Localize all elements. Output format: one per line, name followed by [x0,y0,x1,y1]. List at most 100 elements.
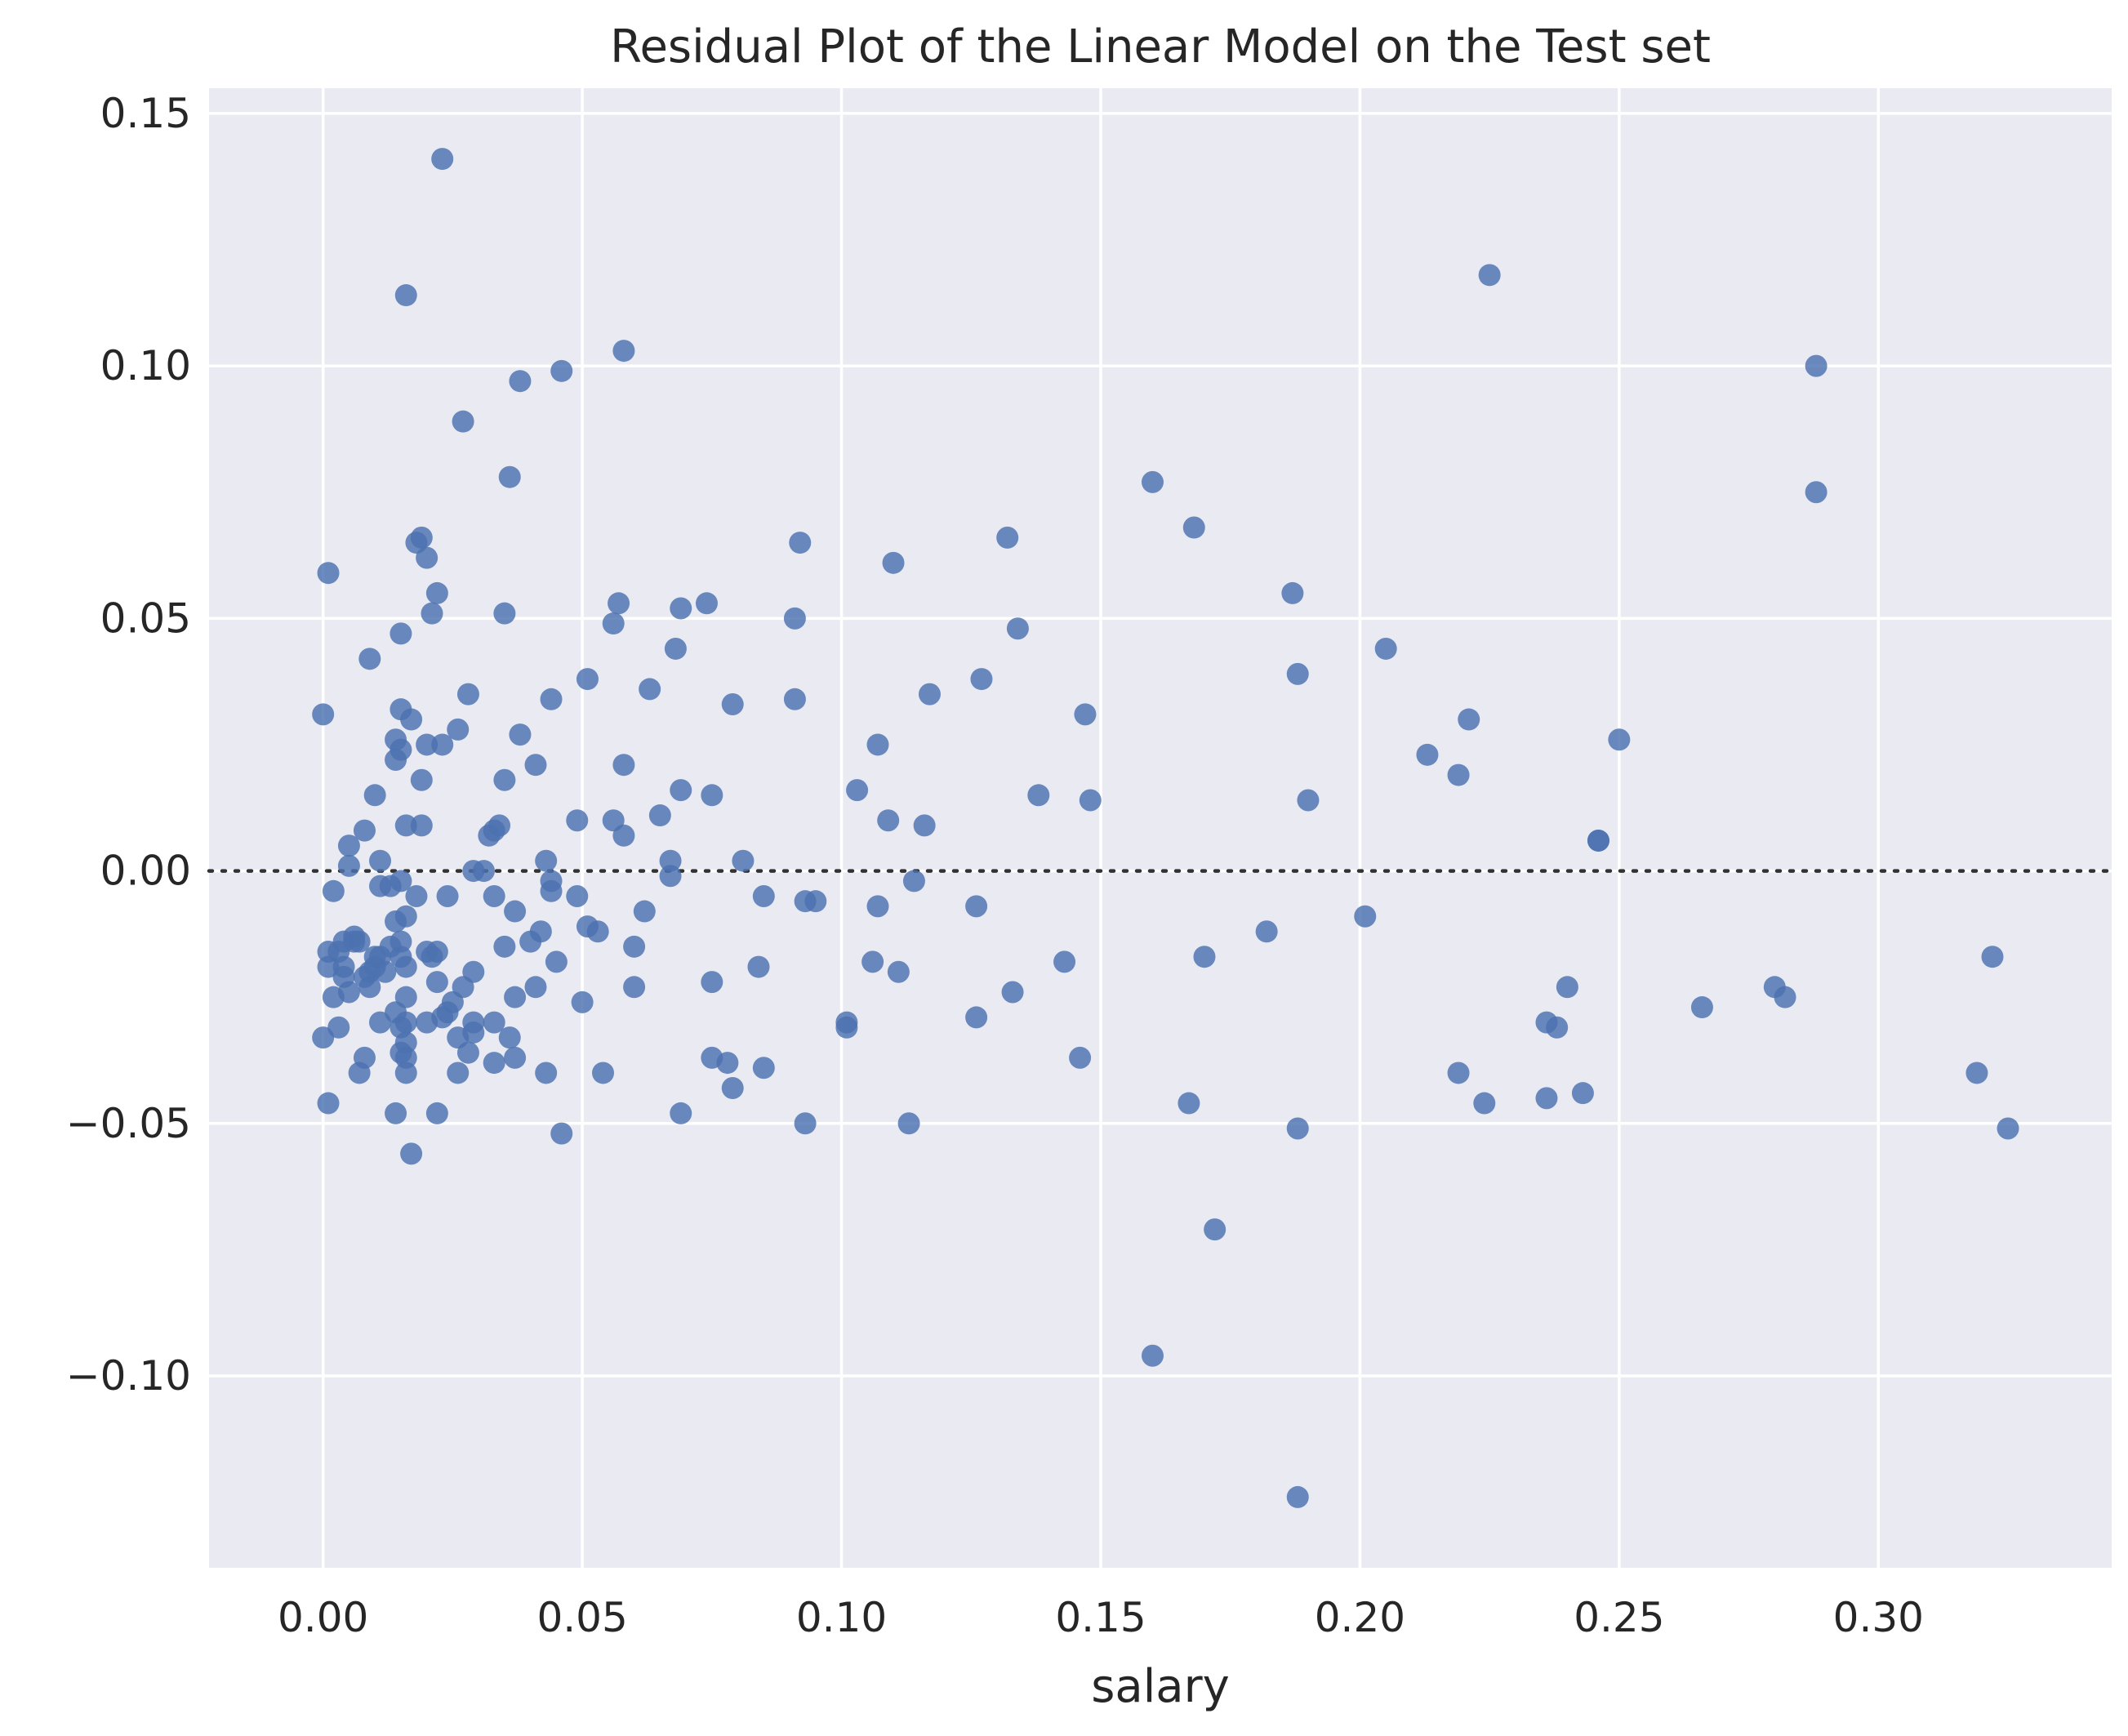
data-point [1571,1082,1594,1105]
data-point [394,284,417,307]
data-point [1204,1218,1226,1241]
data-point [612,824,635,847]
data-point [447,718,470,741]
data-point [1447,1062,1470,1084]
y-tick-label: −0.10 [66,1352,191,1400]
data-point [1805,354,1827,377]
data-point [472,860,495,883]
data-point [394,905,417,928]
x-tick-label: 0.10 [796,1594,887,1641]
data-point [1281,581,1304,604]
y-tick-label: 0.10 [100,342,191,389]
data-point [612,754,635,777]
data-point [504,986,527,1008]
data-point [804,890,827,913]
x-tick-label: 0.20 [1315,1594,1405,1641]
data-point [504,1046,527,1069]
data-point [390,870,412,892]
data-point [337,835,360,857]
data-point [1182,516,1205,539]
data-point [394,1031,417,1054]
data-point [1354,905,1377,928]
data-point [524,754,547,777]
data-point [1587,829,1609,852]
data-point [363,784,386,807]
data-point [317,1092,340,1115]
data-point [462,1011,485,1034]
data-point [1027,784,1050,807]
data-point [353,1046,376,1069]
data-point [425,581,448,604]
y-tick-label: 0.05 [100,594,191,642]
data-point [410,814,433,837]
data-point [861,950,884,973]
data-point [498,465,521,488]
data-point [1966,1062,1988,1084]
data-point [794,1112,817,1135]
data-point [623,976,646,999]
data-point [1255,920,1278,943]
data-point [1774,986,1796,1008]
data-point [369,1011,392,1034]
data-point [996,526,1019,549]
data-point [358,648,381,670]
data-point [400,1142,423,1165]
data-point [789,532,812,554]
data-point [1053,950,1076,973]
data-point [747,955,770,978]
data-point [436,884,459,907]
data-point [504,900,527,923]
data-point [623,935,646,958]
data-point [571,990,594,1013]
x-axis-label: salary [1091,1660,1230,1713]
data-point [648,804,671,827]
data-point [1447,763,1470,786]
data-point [918,683,941,706]
data-point [1473,1092,1496,1115]
data-point [493,935,516,958]
data-point [1297,789,1320,812]
data-point [602,612,625,635]
data-point [410,768,433,791]
data-point [425,1102,448,1124]
data-point [416,546,439,569]
data-point [400,708,423,731]
data-point [394,1062,417,1084]
data-point [752,1057,775,1079]
data-point [550,359,573,382]
data-point [509,370,532,393]
data-point [566,884,589,907]
data-point [1690,996,1713,1019]
data-point [882,551,905,574]
data-point [965,1006,988,1029]
data-point [639,678,661,701]
data-point [394,955,417,978]
data-point [524,976,547,999]
data-point [509,723,532,746]
y-tick-label: 0.00 [100,848,191,895]
data-point [608,592,630,615]
data-point [732,849,755,872]
data-point [390,622,412,645]
data-point [545,950,568,973]
data-point [385,1102,407,1124]
data-point [965,895,988,918]
data-point [456,683,479,706]
data-point [592,1062,615,1084]
y-tick-label: 0.15 [100,90,191,137]
data-point [1556,976,1578,999]
data-point [447,1062,470,1084]
plot-background [209,88,2112,1568]
data-point [1546,1016,1569,1039]
data-point [897,1112,920,1135]
data-point [701,784,723,807]
data-point [550,1122,573,1145]
data-point [1286,1485,1309,1508]
data-point [670,779,692,802]
data-point [535,849,558,872]
data-point [327,1016,350,1039]
data-point [390,930,412,953]
data-point [337,854,360,877]
data-point [783,607,806,630]
